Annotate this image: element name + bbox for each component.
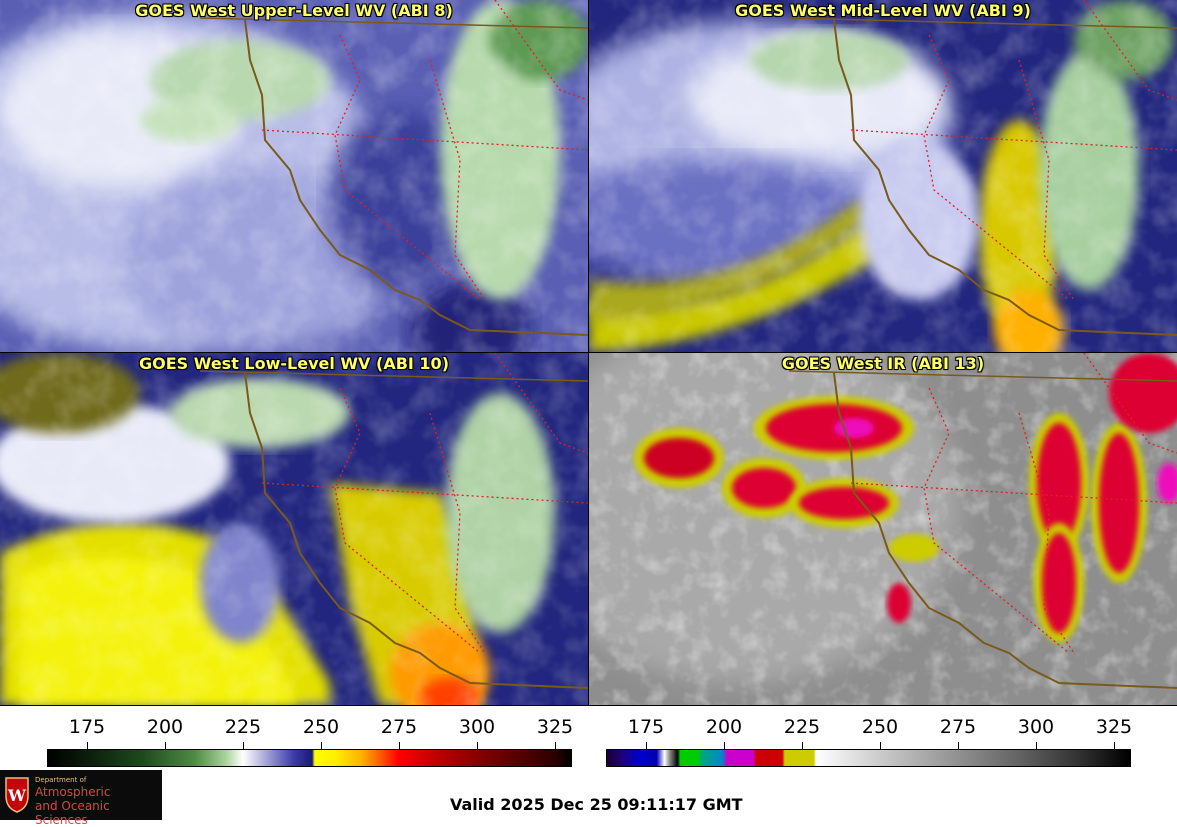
ir-tick-label: 250 (861, 716, 899, 738)
ir-tick-label: 300 (1017, 716, 1055, 738)
ir-tick-mark (802, 742, 803, 749)
upper-level-wv-panel: GOES West Upper-Level WV (ABI 8) (0, 0, 588, 352)
ir-tick-mark (1114, 742, 1115, 749)
mid-level-wv-image (589, 0, 1177, 352)
mid-level-wv-panel: GOES West Mid-Level WV (ABI 9) (589, 0, 1177, 352)
mid-level-wv-title: GOES West Mid-Level WV (ABI 9) (735, 1, 1031, 20)
wv-tick-label: 225 (224, 716, 262, 738)
wv-tick-mark (243, 742, 244, 749)
ir-tick-label: 325 (1095, 716, 1133, 738)
ir-title: GOES West IR (ABI 13) (781, 354, 985, 373)
wv-colorbar-gradient (47, 749, 572, 767)
upper-level-wv-title: GOES West Upper-Level WV (ABI 8) (135, 1, 453, 20)
wv-tick-label: 275 (380, 716, 418, 738)
wv-tick-mark (165, 742, 166, 749)
wv-tick-mark (477, 742, 478, 749)
uw-aos-logo: W Department of Atmospheric and Oceanic … (0, 770, 162, 827)
logo-department-text: Department of (35, 776, 87, 784)
wv-tick-mark (87, 742, 88, 749)
logo-line-1: Atmospheric (35, 785, 111, 799)
low-level-wv-panel: GOES West Low-Level WV (ABI 10) (0, 353, 588, 705)
ir-panel: GOES West IR (ABI 13) (589, 353, 1177, 705)
valid-time: Valid 2025 Dec 25 09:11:17 GMT (450, 795, 743, 814)
logo-line-2: and Oceanic Sciences (35, 799, 110, 827)
ir-tick-mark (880, 742, 881, 749)
ir-tick-label: 175 (627, 716, 665, 738)
uw-crest-icon: W (5, 777, 29, 813)
panel-bottom-border (0, 705, 1177, 706)
ir-image (589, 353, 1177, 705)
wv-tick-label: 300 (458, 716, 496, 738)
ir-colorbar-gradient (606, 749, 1131, 767)
wv-tick-mark (399, 742, 400, 749)
panel-divider-vertical (588, 0, 589, 706)
ir-tick-label: 200 (705, 716, 743, 738)
svg-text:W: W (7, 786, 27, 805)
ir-colorbar: 175 200 225 250 275 300 325 (606, 706, 1133, 770)
panel-divider-horizontal (0, 352, 1177, 353)
ir-tick-mark (958, 742, 959, 749)
ir-tick-mark (724, 742, 725, 749)
wv-tick-label: 250 (302, 716, 340, 738)
ir-tick-mark (646, 742, 647, 749)
wv-tick-label: 200 (146, 716, 184, 738)
ir-tick-mark (1036, 742, 1037, 749)
upper-level-wv-image (0, 0, 588, 352)
wv-tick-label: 325 (536, 716, 574, 738)
wv-tick-mark (321, 742, 322, 749)
wv-tick-mark (555, 742, 556, 749)
wv-tick-label: 175 (68, 716, 106, 738)
ir-tick-label: 225 (783, 716, 821, 738)
logo-department-name: Atmospheric and Oceanic Sciences (35, 785, 162, 827)
wv-colorbar: 175 200 225 250 275 300 325 (47, 706, 574, 770)
low-level-wv-title: GOES West Low-Level WV (ABI 10) (138, 354, 449, 373)
low-level-wv-image (0, 353, 588, 705)
ir-tick-label: 275 (939, 716, 977, 738)
